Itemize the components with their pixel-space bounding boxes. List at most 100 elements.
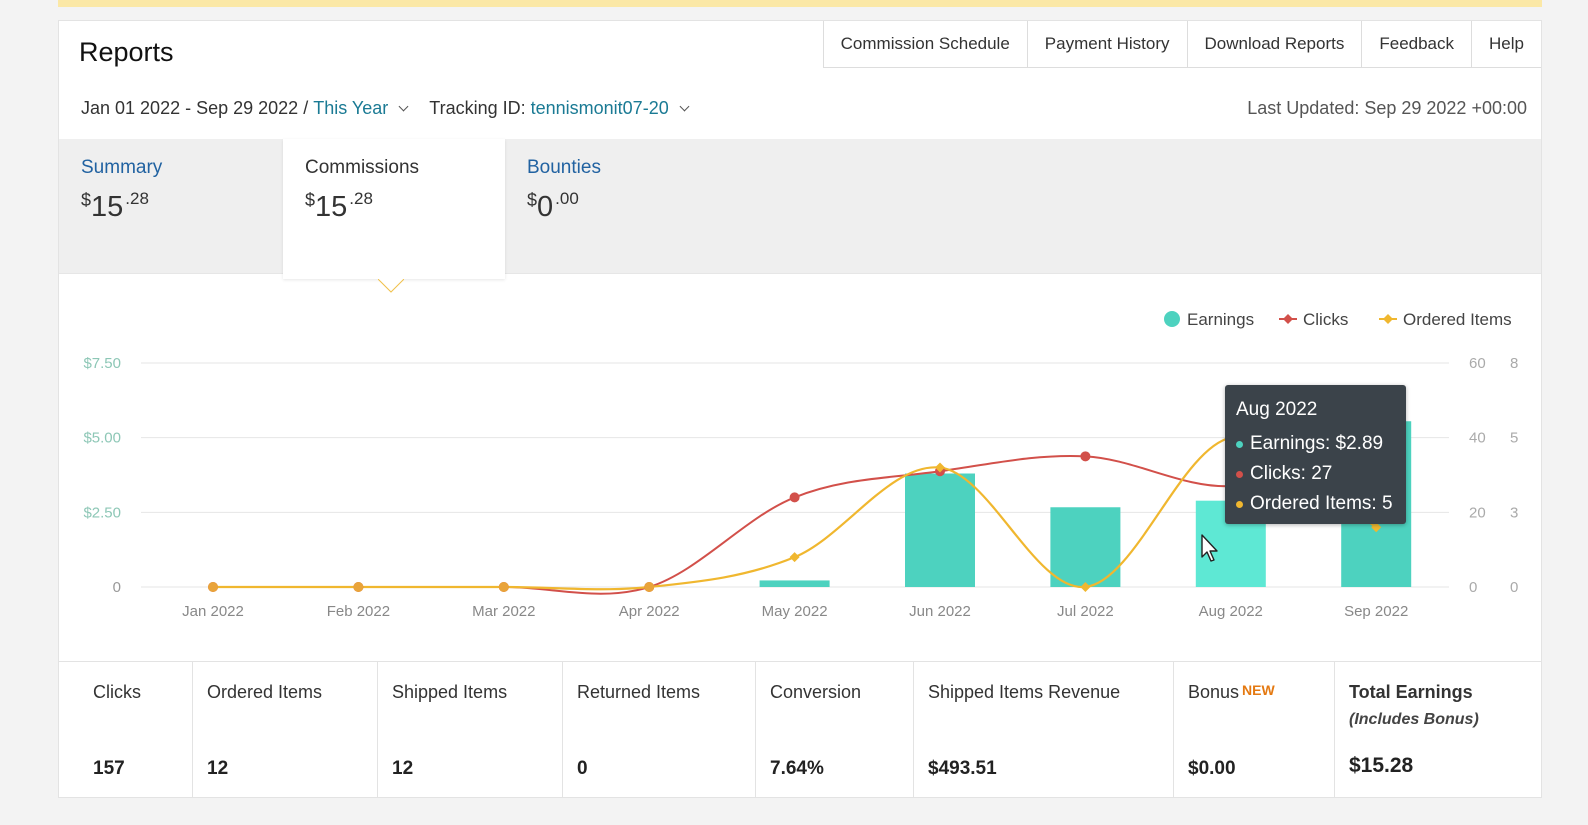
ordered-items-line xyxy=(212,435,1377,591)
report-nav: Commission Schedule Payment History Down… xyxy=(822,21,1541,68)
x-axis-tick: Feb 2022 xyxy=(327,603,390,620)
nav-feedback[interactable]: Feedback xyxy=(1362,21,1473,67)
nav-download-reports[interactable]: Download Reports xyxy=(1188,21,1363,67)
bounties-amount: $0.00 xyxy=(527,189,705,224)
tooltip-row-ordered: Ordered Items: 5 xyxy=(1236,489,1395,519)
nav-payment-history[interactable]: Payment History xyxy=(1028,21,1188,67)
metric-ordered-items: Ordered Items 12 xyxy=(193,662,378,798)
x-axis-tick: Jun 2022 xyxy=(909,603,971,620)
ordered-dot-icon xyxy=(1236,500,1243,508)
metric-sublabel: (Includes Bonus) xyxy=(1349,711,1479,728)
legend-marker-icon xyxy=(1283,314,1293,324)
ordered-items-point xyxy=(789,552,800,563)
left-axis-tick: 0 xyxy=(113,579,121,596)
tracking-label: Tracking ID: xyxy=(429,98,531,118)
left-axis-tick: $2.50 xyxy=(83,504,121,521)
ordered-items-point xyxy=(498,582,509,592)
tab-commissions-label: Commissions xyxy=(305,157,420,178)
period-dropdown[interactable]: This Year xyxy=(313,98,389,118)
metric-value: 0 xyxy=(577,758,588,779)
reports-card: Reports Commission Schedule Payment Hist… xyxy=(58,20,1542,798)
metric-shipped-items: Shipped Items 12 xyxy=(378,662,563,798)
ordered-items-point xyxy=(644,582,655,592)
tooltip-row-earnings: Earnings: $2.89 xyxy=(1236,429,1395,459)
metric-label: Bonus NEW xyxy=(1188,682,1320,703)
metric-label: Total Earnings xyxy=(1349,682,1473,702)
right-axis-tick-ordered: 8 xyxy=(1510,355,1518,372)
metric-label: Conversion xyxy=(770,682,862,702)
metric-value: $0.00 xyxy=(1188,758,1236,779)
filter-row: Jan 01 2022 - Sep 29 2022 / This Year Tr… xyxy=(81,98,710,119)
tab-bounties-label: Bounties xyxy=(527,157,601,178)
metric-value: 12 xyxy=(392,758,414,779)
earnings-bar xyxy=(1050,507,1121,587)
earnings-dot-icon xyxy=(1236,440,1243,448)
amount-cents: .00 xyxy=(555,189,579,208)
page-title: Reports xyxy=(79,37,174,67)
right-axis-tick-clicks: 0 xyxy=(1469,579,1477,596)
chart-tooltip: Aug 2022 Earnings: $2.89 Clicks: 27 Orde… xyxy=(1225,385,1406,524)
new-badge: NEW xyxy=(1242,682,1275,698)
amount-whole: 15 xyxy=(91,191,124,223)
legend-label: Clicks xyxy=(1303,310,1348,329)
metric-value: $15.28 xyxy=(1349,754,1414,777)
earnings-bar xyxy=(905,473,975,587)
legend-marker-icon xyxy=(1383,314,1393,324)
metric-shipped-revenue: Shipped Items Revenue $493.51 xyxy=(914,662,1174,798)
metric-conversion: Conversion 7.64% xyxy=(756,662,914,798)
tooltip-row-clicks: Clicks: 27 xyxy=(1236,459,1395,489)
mouse-cursor-icon xyxy=(1201,534,1218,562)
metric-label: Shipped Items xyxy=(392,682,508,702)
date-range: Jan 01 2022 - Sep 29 2022 xyxy=(81,98,299,118)
metric-label: Clicks xyxy=(93,682,141,702)
metric-returned-items: Returned Items 0 xyxy=(563,662,756,798)
earnings-chart: 0 $2.50 $5.00 $7.50 0 20 40 60 0 3 5 8 Jan 2022 Feb 2… xyxy=(83,310,1518,620)
x-axis-tick: May 2022 xyxy=(762,603,828,620)
amount-whole: 15 xyxy=(315,191,348,223)
tooltip-clicks: Clicks: 27 xyxy=(1250,463,1333,484)
currency-symbol: $ xyxy=(81,190,92,210)
metric-value: 12 xyxy=(207,758,229,779)
x-axis-tick: Jul 2022 xyxy=(1057,603,1114,620)
metric-label: Shipped Items Revenue xyxy=(928,682,1121,702)
amount-whole: 0 xyxy=(537,191,554,223)
right-axis-tick-clicks: 40 xyxy=(1469,430,1486,447)
amount-cents: .28 xyxy=(125,189,149,208)
summary-bar: Summary $15.28 Commissions $15.28 Bounti… xyxy=(59,139,1541,279)
right-axis-tick-ordered: 3 xyxy=(1510,504,1518,521)
legend-earnings-icon xyxy=(1164,311,1180,327)
metric-bonus: Bonus NEW $0.00 xyxy=(1174,662,1335,798)
right-axis-tick-clicks: 60 xyxy=(1469,355,1486,372)
ordered-items-point xyxy=(1371,522,1382,533)
tab-bounties[interactable]: Bounties $0.00 xyxy=(505,139,727,274)
amount-cents: .28 xyxy=(349,189,373,208)
tab-commissions[interactable]: Commissions $15.28 xyxy=(283,139,505,279)
tooltip-ordered: Ordered Items: 5 xyxy=(1250,493,1393,514)
earnings-bar xyxy=(759,580,830,587)
x-axis-tick: Mar 2022 xyxy=(472,603,535,620)
metric-value: 157 xyxy=(93,758,125,779)
last-updated: Last Updated: Sep 29 2022 +00:00 xyxy=(1247,98,1527,118)
metric-label: Ordered Items xyxy=(207,682,323,702)
top-notice-bar xyxy=(58,0,1542,7)
right-axis-tick-ordered: 0 xyxy=(1510,579,1518,596)
nav-commission-schedule[interactable]: Commission Schedule xyxy=(824,21,1028,67)
currency-symbol: $ xyxy=(305,190,316,210)
metric-total-earnings: Total Earnings (Includes Bonus) $15.28 xyxy=(1335,662,1541,798)
ordered-items-point xyxy=(1080,582,1091,592)
currency-symbol: $ xyxy=(527,190,538,210)
x-axis-tick: Sep 2022 xyxy=(1344,603,1408,620)
left-axis-tick: $7.50 xyxy=(83,355,121,372)
metric-value: 7.64% xyxy=(770,758,824,779)
metrics-row: Clicks 157 Ordered Items 12 Shipped Item… xyxy=(59,661,1541,798)
left-axis-tick: $5.00 xyxy=(83,430,121,447)
clicks-point xyxy=(1080,451,1091,462)
tooltip-title: Aug 2022 xyxy=(1236,399,1318,420)
summary-amount: $15.28 xyxy=(81,189,259,224)
ordered-items-point xyxy=(935,462,945,473)
right-axis-tick-ordered: 5 xyxy=(1510,430,1518,447)
nav-help[interactable]: Help xyxy=(1489,34,1524,53)
ordered-items-point xyxy=(208,582,218,592)
tab-summary[interactable]: Summary $15.28 xyxy=(59,139,281,274)
tracking-id-dropdown[interactable]: tennismonit07-20 xyxy=(530,98,669,118)
